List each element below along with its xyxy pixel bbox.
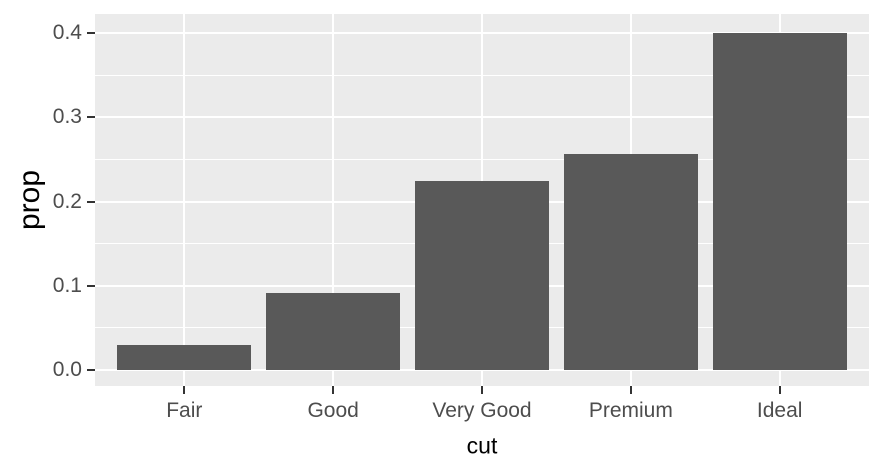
y-tick-label: 0.4: [52, 21, 82, 45]
x-tick-mark: [332, 386, 335, 394]
x-tick-mark: [183, 386, 186, 394]
vertical-gridline: [183, 14, 186, 386]
vertical-gridline: [332, 14, 335, 386]
bar-very-good: [415, 180, 549, 370]
bar-fair: [117, 344, 252, 370]
horizontal-major-gridline: [95, 32, 869, 35]
horizontal-major-gridline: [95, 369, 869, 371]
y-tick-mark: [87, 116, 95, 119]
y-tick-mark: [87, 369, 95, 371]
y-tick-label: 0.3: [52, 105, 82, 129]
bar-ideal: [712, 33, 847, 370]
x-tick-label-good: Good: [307, 399, 359, 422]
y-tick-mark: [87, 284, 95, 287]
y-tick-mark: [87, 200, 95, 203]
y-tick-label: 0.2: [52, 189, 82, 213]
y-tick-mark: [87, 32, 95, 35]
horizontal-major-gridline: [95, 116, 869, 119]
x-tick-mark: [778, 386, 781, 394]
x-axis-title: cut: [466, 432, 498, 459]
x-tick-label-very-good: Very Good: [432, 399, 532, 422]
bar-good: [266, 293, 401, 370]
bar-premium: [563, 153, 698, 370]
y-tick-label: 0.1: [52, 273, 82, 297]
x-tick-label-fair: Fair: [166, 399, 203, 422]
x-tick-mark: [481, 386, 483, 394]
x-tick-mark: [629, 386, 632, 394]
horizontal-minor-gridline: [95, 159, 869, 160]
x-tick-label-premium: Premium: [588, 399, 673, 422]
y-tick-label: 0.0: [52, 358, 82, 381]
plot-panel: [95, 14, 869, 386]
horizontal-minor-gridline: [95, 74, 869, 76]
x-tick-label-ideal: Ideal: [756, 399, 803, 422]
